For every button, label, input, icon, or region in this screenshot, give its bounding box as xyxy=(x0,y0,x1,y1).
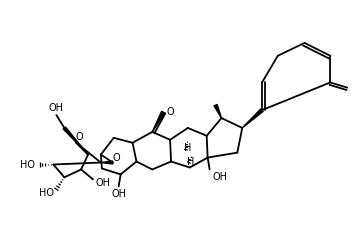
Text: OH: OH xyxy=(212,172,227,182)
Polygon shape xyxy=(242,109,263,128)
Polygon shape xyxy=(101,161,113,164)
Text: OH: OH xyxy=(49,103,64,113)
Text: HO: HO xyxy=(39,188,54,198)
Text: HO: HO xyxy=(20,159,35,170)
Polygon shape xyxy=(214,104,222,118)
Text: H: H xyxy=(187,156,195,166)
Text: O: O xyxy=(75,132,83,142)
Polygon shape xyxy=(152,111,165,132)
Text: OH: OH xyxy=(95,178,110,188)
Text: OH: OH xyxy=(111,189,126,199)
Text: O: O xyxy=(166,107,174,117)
Text: O: O xyxy=(113,153,120,163)
Polygon shape xyxy=(63,127,88,155)
Text: H: H xyxy=(184,143,192,153)
